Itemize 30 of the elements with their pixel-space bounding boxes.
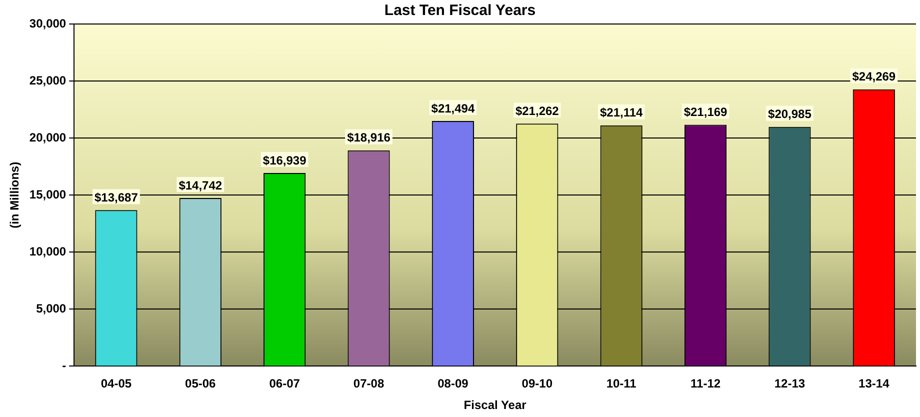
data-label: $20,985 xyxy=(768,107,812,122)
data-label: $18,916 xyxy=(347,130,391,145)
x-tick-label: 09-10 xyxy=(522,376,553,391)
data-label: $24,269 xyxy=(852,70,896,84)
x-axis-title: Fiscal Year xyxy=(464,398,527,412)
y-axis-title: (in Millions) xyxy=(8,162,22,228)
y-tick-label: 10,000 xyxy=(29,244,66,258)
x-tick-label: 08-09 xyxy=(438,376,469,391)
x-tick-label: 12-13 xyxy=(774,376,806,391)
y-tick-label: 25,000 xyxy=(29,73,66,88)
y-tick-label: 20,000 xyxy=(29,130,66,144)
y-tick-label: 30,000 xyxy=(29,16,66,30)
x-tick-label: 05-06 xyxy=(185,376,216,391)
data-label: $21,494 xyxy=(431,101,475,116)
y-tick-label: 15,000 xyxy=(29,187,66,202)
x-tick-label: 04-05 xyxy=(100,376,132,391)
data-label: $14,742 xyxy=(178,178,222,192)
x-tick-label: 06-07 xyxy=(269,376,300,391)
data-label: $21,169 xyxy=(684,105,728,120)
x-tick-label: 13-14 xyxy=(858,376,890,391)
y-tick-label: 5,000 xyxy=(36,301,66,316)
x-tick-label: 11-12 xyxy=(690,376,721,391)
chart-title: Last Ten Fiscal Years xyxy=(384,2,536,20)
data-label: $21,262 xyxy=(515,104,560,118)
data-label: $13,687 xyxy=(94,190,138,204)
data-label: $16,939 xyxy=(262,153,307,168)
x-tick-label: 10-11 xyxy=(606,376,637,391)
y-tick-label: - xyxy=(62,358,66,373)
data-label: $21,114 xyxy=(600,106,644,120)
x-tick-label: 07-08 xyxy=(353,376,384,391)
